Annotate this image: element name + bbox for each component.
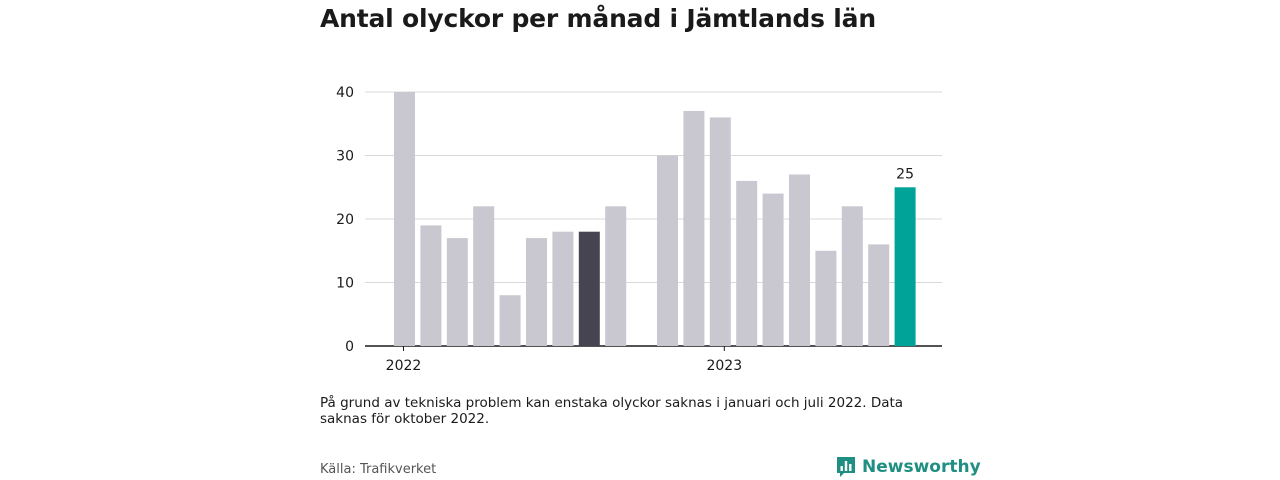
- brand-logo: Newsworthy: [836, 456, 981, 478]
- y-tick-label: 30: [336, 149, 354, 165]
- bar: [578, 231, 600, 346]
- bar: [420, 225, 442, 346]
- bar: [841, 206, 863, 346]
- bar: [526, 238, 547, 346]
- bars: [394, 92, 916, 347]
- bar: [709, 117, 731, 347]
- chart-title: Antal olyckor per månad i Jämtlands län: [320, 4, 876, 33]
- bar: [868, 244, 890, 346]
- x-tick-label: 2023: [706, 358, 742, 374]
- y-tick-label: 10: [336, 276, 354, 292]
- bar: [446, 238, 468, 346]
- bar: [473, 206, 495, 346]
- bar: [657, 155, 678, 346]
- bar: [762, 193, 784, 346]
- y-tick-label: 20: [336, 212, 354, 228]
- chart-note: På grund av tekniska problem kan enstaka…: [320, 395, 904, 427]
- data-label: 25: [896, 166, 914, 182]
- y-tick-label: 40: [336, 85, 354, 101]
- annotations: 25: [896, 166, 914, 182]
- bar: [394, 92, 415, 346]
- bar-chart-logo-icon: [837, 457, 855, 477]
- bar: [815, 250, 837, 347]
- bar-chart: 0 10 20 30 40 2022 2023 25: [336, 85, 942, 374]
- y-tick-label: 0: [345, 339, 354, 355]
- x-axis-ticks: 2022 2023: [386, 346, 742, 374]
- bar: [605, 206, 627, 346]
- bar: [736, 180, 758, 346]
- bar: [894, 187, 916, 347]
- bar: [789, 174, 810, 346]
- source-text: Källa: Trafikverket: [320, 462, 437, 477]
- bar: [683, 111, 705, 346]
- y-axis-ticks: 0 10 20 30 40: [336, 85, 354, 355]
- bar: [552, 231, 574, 346]
- x-tick-label: 2022: [386, 358, 422, 374]
- brand-name: Newsworthy: [862, 457, 981, 477]
- bar: [499, 295, 521, 346]
